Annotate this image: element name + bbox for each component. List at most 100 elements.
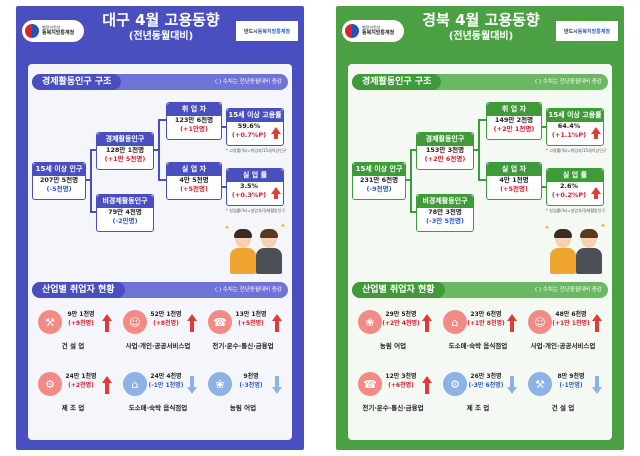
industry-value: 29만 5천명	[385, 311, 417, 318]
section-title: 경제활동인구 구조	[352, 74, 442, 90]
up-arrow-icon	[102, 314, 112, 332]
people-icon: ☺	[123, 310, 147, 334]
section-header-structure: 경제활동인구 구조 ( ) 수치는 전년동월대비 증감	[32, 74, 288, 90]
section-header-industry: 산업별 취업자 현황 ( ) 수치는 전년동월대비 증감	[32, 282, 288, 298]
employed-value: 123만 6천명	[174, 116, 214, 124]
emp-rate-box: 15세 이상 고용률 59.6% (+0.7%P)	[226, 108, 284, 146]
pop15-label: 15세 이상 인구	[33, 163, 85, 176]
pop15-value: 231만 6천명	[359, 176, 399, 184]
unemployed-label: 실 업 자	[487, 163, 541, 176]
office-badge: 반드시 동북지방통계청	[556, 21, 618, 41]
unemp-rate-value: 2.6%	[559, 182, 579, 190]
industry-value: 24만 4천명	[150, 373, 182, 380]
down-arrow-icon	[272, 376, 282, 394]
content-card: 경제활동인구 구조 ( ) 수치는 전년동월대비 증감 15세 이상 인구 23…	[348, 64, 612, 440]
industry-delta: (-3만 6천명)	[468, 382, 504, 389]
econ-box: 경제활동인구 153만 3천명 (+2만 6천명)	[416, 132, 474, 170]
header: 행정안전부 동북지방통계청 대구 4월 고용동향 (전년동월대비) 반드시 동북…	[16, 6, 304, 54]
section-header-structure: 경제활동인구 구조 ( ) 수치는 전년동월대비 증감	[352, 74, 608, 90]
employed-value: 149만 2천명	[494, 116, 534, 124]
phone-icon: ☎	[208, 310, 232, 334]
gear-icon: ⚙	[38, 372, 62, 396]
unemployed-label: 실 업 자	[167, 163, 221, 176]
unemployed-delta: (+5천명)	[180, 185, 208, 193]
industry-tile: ⚒ 8만 9천명 (-1만명) 건 설 업	[522, 368, 604, 420]
unemp-rate-box: 실 업 률 2.6% (+0.2%P)	[546, 168, 604, 206]
pop15-box: 15세 이상 인구 231만 6천명 (-9천명)	[352, 162, 406, 200]
emp-rate-value: 59.6%	[237, 122, 261, 130]
econ-box: 경제활동인구 128만 1천명 (+1만 5천명)	[96, 132, 154, 170]
emp-rate-delta: (+0.7%P)	[231, 131, 267, 139]
industry-tile: ❀ 29만 5천명 (+2만 4천명) 농림 어업	[352, 306, 434, 358]
industry-label: 제 조 업	[61, 404, 85, 412]
industry-value: 23만 6천명	[470, 311, 502, 318]
up-arrow-icon	[591, 127, 601, 139]
industry-delta: (+9천명)	[68, 320, 94, 327]
industry-label: 전기·운수·통신·금융업	[212, 342, 274, 350]
unemp-rate-value: 3.5%	[239, 182, 259, 190]
logo-small-text: 행정안전부	[362, 25, 381, 30]
title-sub: (전년동월대비)	[128, 31, 194, 42]
unemp-rate-box: 실 업 률 3.5% (+0.3%P)	[226, 168, 284, 206]
industry-value: 48만 6천명	[555, 311, 587, 318]
shop-icon: ⌂	[443, 310, 467, 334]
econ-value: 153만 3천명	[425, 146, 465, 154]
section-header-industry: 산업별 취업자 현황 ( ) 수치는 전년동월대비 증감	[352, 282, 608, 298]
header: 행정안전부 동북지방통계청 경북 4월 고용동향 (전년동월대비) 반드시 동북…	[336, 6, 624, 54]
industry-label: 도소매·숙박 음식점업	[128, 404, 188, 412]
industry-label: 사업·개인·공공서비스업	[125, 342, 191, 350]
nonecon-delta: (-3만 5천명)	[426, 217, 464, 225]
unemployed-value: 4만 1천명	[499, 176, 529, 184]
industry-label: 건 설 업	[551, 404, 575, 412]
logo-big-text: 동북지방통계청	[42, 30, 75, 36]
office-badge: 반드시 동북지방통계청	[236, 21, 298, 41]
taegeuk-icon	[25, 24, 39, 38]
up-arrow-icon	[592, 314, 602, 332]
agency-logo: 행정안전부 동북지방통계청	[342, 20, 404, 42]
industry-value: 8만 9천명	[557, 373, 585, 380]
unemp-rate-label: 실 업 률	[227, 169, 283, 182]
badge-prefix: 반드시	[243, 28, 258, 35]
crane-icon: ⚒	[38, 310, 62, 334]
industry-tile: ⚒ 9만 1천명 (+9천명) 건 설 업	[32, 306, 114, 358]
employed-box: 취 업 자 123만 6천명 (+1만명)	[166, 102, 222, 140]
up-arrow-icon	[422, 376, 432, 394]
unemployed-value: 4만 5천명	[179, 176, 209, 184]
industry-delta: (+1만 8천명)	[467, 320, 505, 327]
econ-label: 경제활동인구	[417, 133, 473, 146]
up-arrow-icon	[591, 187, 601, 199]
gear-icon: ⚙	[443, 372, 467, 396]
pop15-delta: (-9천명)	[366, 185, 392, 193]
industry-label: 농림 어업	[379, 342, 407, 350]
nonecon-label: 비경제활동인구	[417, 195, 473, 208]
industry-tile: ☺ 52만 1천명 (+8천명) 사업·개인·공공서비스업	[117, 306, 199, 358]
nonecon-delta: (-2만명)	[112, 217, 138, 225]
section-title: 경제활동인구 구조	[32, 74, 122, 90]
title-sub: (전년동월대비)	[448, 31, 514, 42]
taegeuk-icon	[345, 24, 359, 38]
industry-delta: (+1만 1천명)	[552, 320, 590, 327]
unemp-rate-delta: (+0.2%P)	[551, 191, 587, 199]
logo-big-text: 동북지방통계청	[362, 30, 395, 36]
emp-rate-footnote: * 고용률(%)=취업자/15세이상인구	[226, 148, 287, 153]
industry-delta: (+2만 4천명)	[382, 320, 420, 327]
unemp-rate-label: 실 업 률	[547, 169, 603, 182]
farm-icon: ❀	[358, 310, 382, 334]
up-arrow-icon	[102, 376, 112, 394]
unemp-rate-delta: (+0.3%P)	[231, 191, 267, 199]
industry-label: 농림 어업	[229, 404, 257, 412]
emp-rate-footnote: * 고용률(%)=취업자/15세이상인구	[546, 148, 607, 153]
industry-tile: ⚙ 24만 1천명 (+2천명) 제 조 업	[32, 368, 114, 420]
unemployed-box: 실 업 자 4만 1천명 (+5천명)	[486, 162, 542, 200]
badge-name: 동북지방통계청	[257, 28, 290, 35]
industry-label: 사업·개인·공공서비스업	[530, 342, 596, 350]
crane-icon: ⚒	[528, 372, 552, 396]
industry-delta: (-3천명)	[239, 382, 263, 389]
pop15-value: 207만 5천명	[39, 176, 79, 184]
section-note: ( ) 수치는 전년동월대비 증감	[535, 79, 602, 85]
industry-delta: (+8천명)	[153, 320, 179, 327]
gyeongbuk-panel: 행정안전부 동북지방통계청 경북 4월 고용동향 (전년동월대비) 반드시 동북…	[336, 6, 624, 450]
pop15-box: 15세 이상 인구 207만 5천명 (-5천명)	[32, 162, 86, 200]
nonecon-box: 비경제활동인구 79만 4천명 (-2만명)	[96, 194, 154, 232]
up-arrow-icon	[507, 314, 517, 332]
